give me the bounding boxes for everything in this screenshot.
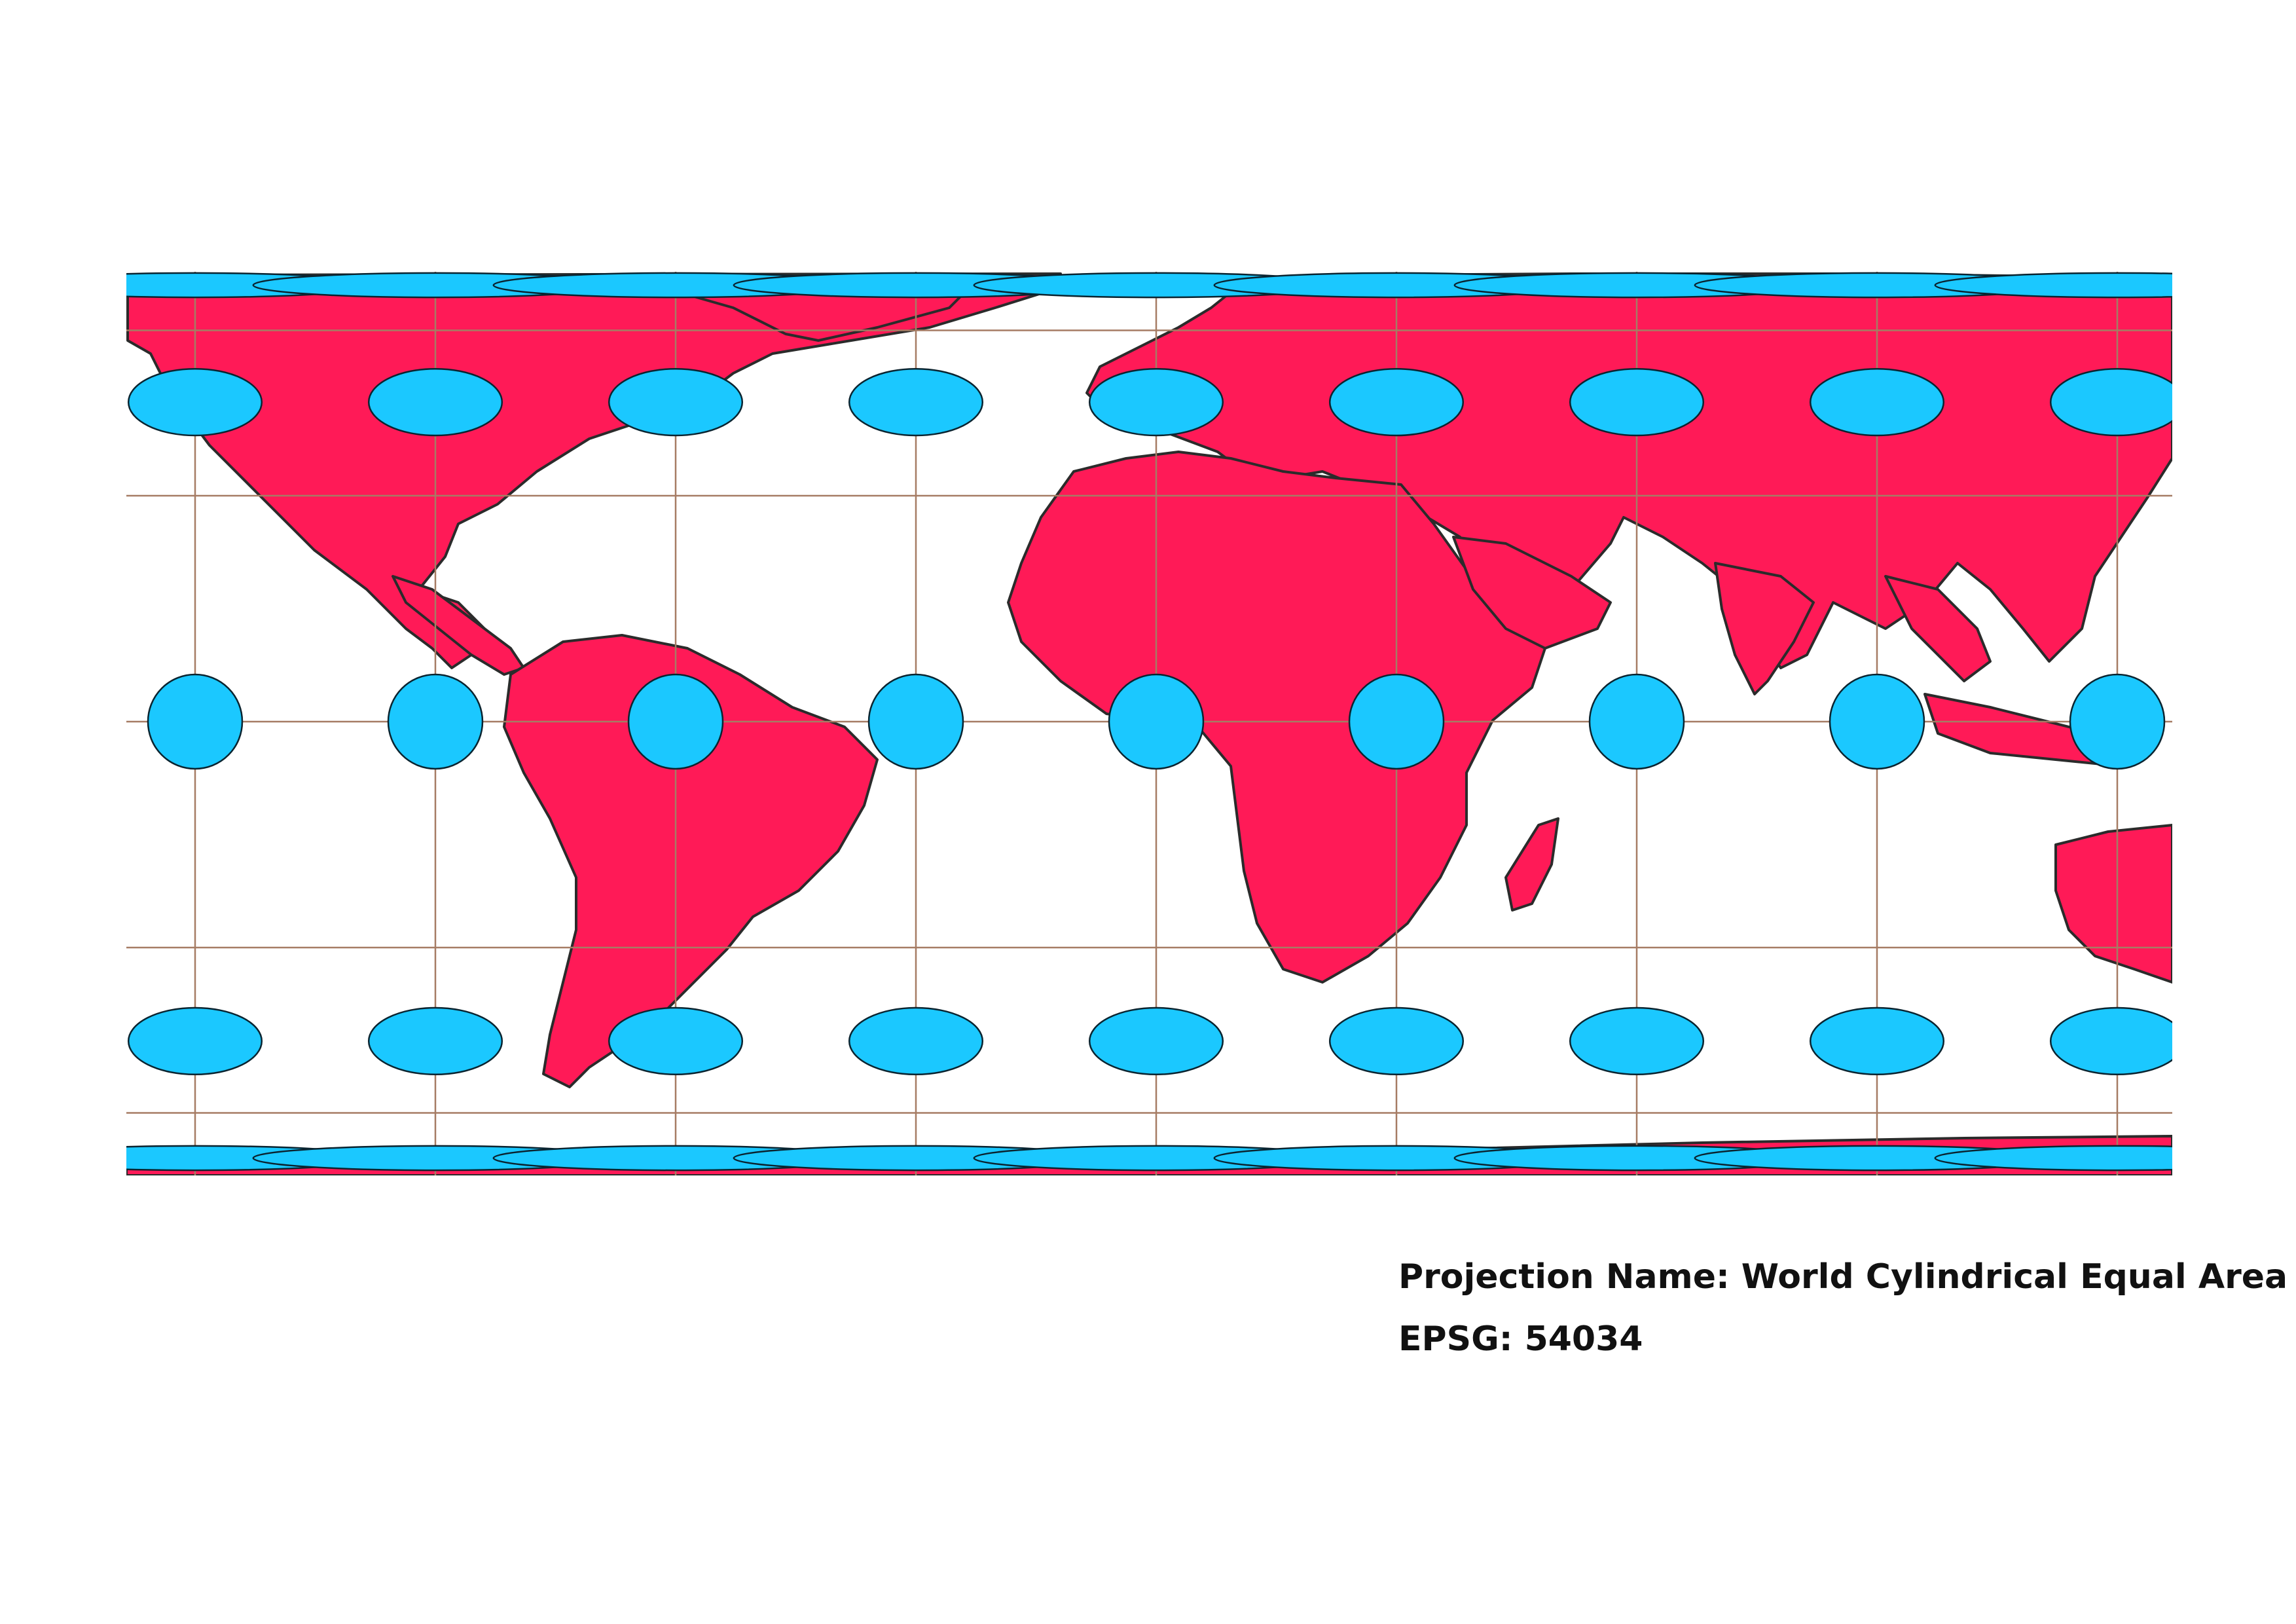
land-arabia xyxy=(1452,536,1612,650)
tissot-ellipse xyxy=(1934,1145,2172,1172)
tissot-ellipse xyxy=(2049,367,2172,437)
tissot-ellipse xyxy=(1588,673,1685,770)
projection-caption: Projection Name: World Cylindrical Equal … xyxy=(1398,1257,2287,1297)
tissot-ellipse xyxy=(1934,272,2172,299)
tissot-ellipse xyxy=(627,673,724,770)
tissot-ellipse xyxy=(848,1006,984,1076)
land-south-america xyxy=(503,634,879,1088)
tissot-ellipse xyxy=(147,673,244,770)
tissot-ellipse xyxy=(1348,673,1445,770)
tissot-ellipse xyxy=(1108,673,1205,770)
land-madagascar xyxy=(1504,817,1559,912)
tissot-ellipse xyxy=(1829,673,1925,770)
land-north-america xyxy=(126,272,1062,669)
tissot-indicatrices xyxy=(126,272,2172,1172)
tissot-ellipse xyxy=(867,673,964,770)
tissot-ellipse xyxy=(1809,367,1945,437)
tissot-ellipse xyxy=(1088,367,1224,437)
tissot-ellipse xyxy=(127,367,263,437)
land-india xyxy=(1714,562,1815,695)
projection-label: Projection Name: xyxy=(1398,1257,1730,1297)
tissot-ellipse xyxy=(2049,1006,2172,1076)
land-australia xyxy=(2054,824,2172,984)
epsg-caption: EPSG: 54034 xyxy=(1398,1320,1643,1359)
projection-value: World Cylindrical Equal Area xyxy=(1741,1257,2288,1297)
tissot-ellipse xyxy=(1809,1006,1945,1076)
epsg-value: 54034 xyxy=(1524,1320,1643,1359)
tissot-ellipse xyxy=(367,1006,503,1076)
land-africa xyxy=(1007,451,1546,984)
tissot-ellipse xyxy=(608,367,744,437)
tissot-ellipse xyxy=(127,1006,263,1076)
tissot-ellipse xyxy=(848,367,984,437)
tissot-ellipse xyxy=(1088,1006,1224,1076)
tissot-ellipse xyxy=(387,673,484,770)
tissot-ellipse xyxy=(2069,673,2166,770)
tissot-ellipse xyxy=(1328,367,1465,437)
epsg-label: EPSG: xyxy=(1398,1320,1513,1359)
tissot-ellipse xyxy=(608,1006,744,1076)
tissot-ellipse xyxy=(367,367,503,437)
tissot-ellipse xyxy=(1328,1006,1465,1076)
tissot-ellipse xyxy=(1569,367,1705,437)
tissot-ellipse xyxy=(1569,1006,1705,1076)
land-indochina xyxy=(1884,575,1992,682)
